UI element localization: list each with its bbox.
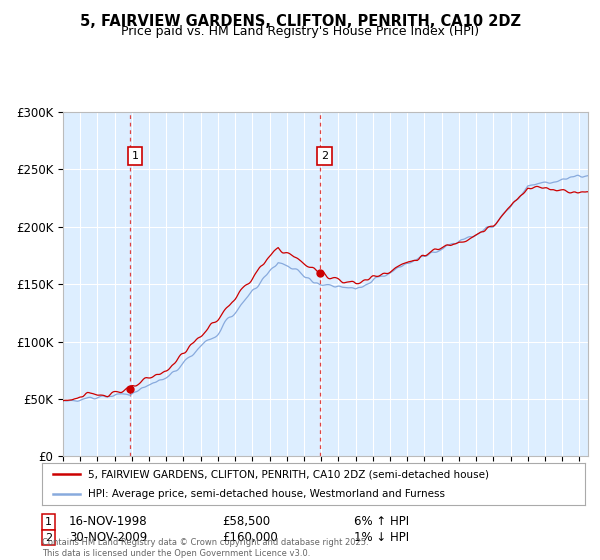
Text: 5, FAIRVIEW GARDENS, CLIFTON, PENRITH, CA10 2DZ (semi-detached house): 5, FAIRVIEW GARDENS, CLIFTON, PENRITH, C… bbox=[88, 469, 489, 479]
Text: 2: 2 bbox=[321, 151, 328, 161]
Text: 1: 1 bbox=[45, 517, 52, 527]
Text: Price paid vs. HM Land Registry's House Price Index (HPI): Price paid vs. HM Land Registry's House … bbox=[121, 25, 479, 38]
Text: 6% ↑ HPI: 6% ↑ HPI bbox=[354, 515, 409, 529]
Text: 16-NOV-1998: 16-NOV-1998 bbox=[69, 515, 148, 529]
Text: 30-NOV-2009: 30-NOV-2009 bbox=[69, 531, 147, 544]
Text: Contains HM Land Registry data © Crown copyright and database right 2025.
This d: Contains HM Land Registry data © Crown c… bbox=[42, 538, 368, 558]
Text: 2: 2 bbox=[45, 533, 52, 543]
Text: 1% ↓ HPI: 1% ↓ HPI bbox=[354, 531, 409, 544]
Text: 1: 1 bbox=[131, 151, 139, 161]
Text: 5, FAIRVIEW GARDENS, CLIFTON, PENRITH, CA10 2DZ: 5, FAIRVIEW GARDENS, CLIFTON, PENRITH, C… bbox=[79, 14, 521, 29]
Text: HPI: Average price, semi-detached house, Westmorland and Furness: HPI: Average price, semi-detached house,… bbox=[88, 489, 445, 499]
Text: £160,000: £160,000 bbox=[222, 531, 278, 544]
Text: £58,500: £58,500 bbox=[222, 515, 270, 529]
